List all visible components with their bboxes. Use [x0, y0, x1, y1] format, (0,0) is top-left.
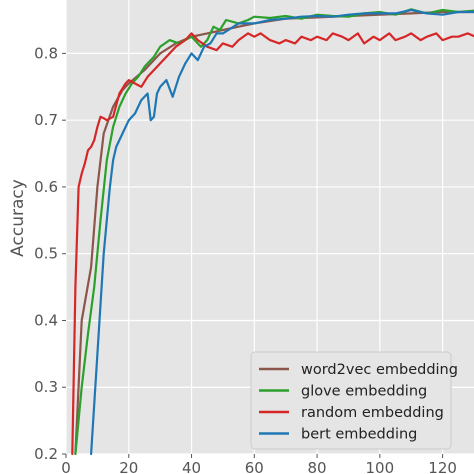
series-line-random — [71, 32, 474, 456]
legend-box — [250, 351, 452, 450]
x-tick-label: 100 — [366, 459, 395, 474]
legend: word2vec embedding glove embedding random … — [250, 351, 458, 450]
axis-ticks: 0 20 40 60 80 100 120 0.2 0.3 0.4 0.5 0.6 0.7 0.8 — [34, 44, 457, 474]
legend-label-random: random embedding — [301, 405, 444, 421]
x-tick-label: 20 — [119, 459, 138, 474]
y-tick-label: 0.2 — [34, 445, 58, 463]
x-tick-label: 0 — [61, 459, 71, 474]
series-lines — [71, 8, 474, 456]
grid-lines — [65, 0, 474, 455]
y-tick-label: 0.8 — [34, 44, 58, 62]
legend-label-word2vec: word2vec embedding — [301, 362, 458, 378]
x-tick-label: 60 — [245, 459, 264, 474]
y-axis-label: Accuracy — [8, 179, 28, 257]
x-tick-label: 80 — [308, 459, 327, 474]
legend-label-bert: bert embedding — [301, 427, 417, 443]
x-tick-label: 40 — [182, 459, 201, 474]
y-tick-label: 0.7 — [34, 111, 58, 129]
x-tick-label: 120 — [428, 459, 457, 474]
legend-label-glove: glove embedding — [301, 384, 427, 400]
y-tick-label: 0.6 — [34, 178, 58, 196]
series-line-bert — [89, 8, 474, 456]
y-tick-label: 0.5 — [34, 245, 58, 263]
y-tick-label: 0.4 — [34, 311, 58, 329]
y-tick-label: 0.3 — [34, 378, 58, 396]
